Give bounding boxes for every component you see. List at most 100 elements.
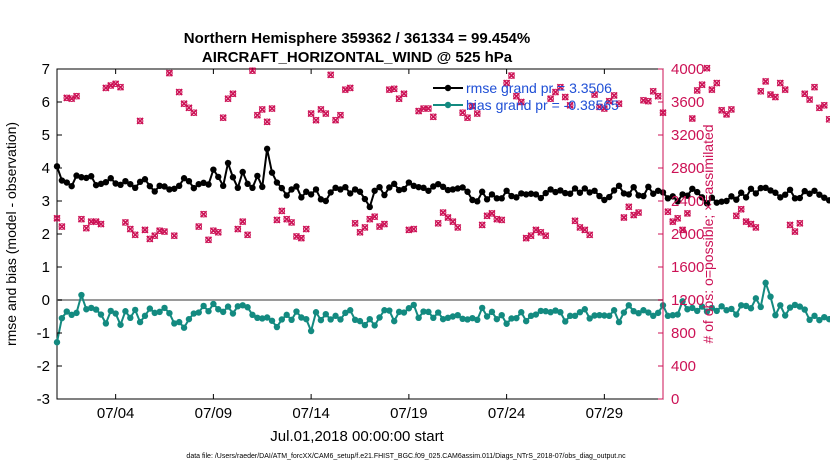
rmse-point: [92, 181, 100, 189]
bias-point: [537, 307, 545, 315]
rmse-point: [434, 180, 442, 188]
bias-point: [610, 307, 618, 314]
obs-assimilated-marker: [796, 219, 804, 227]
obs-possible-marker: [73, 92, 80, 100]
bias-point: [576, 309, 584, 316]
right-y-tick-label: 400: [671, 358, 696, 375]
rmse-point: [327, 189, 334, 196]
obs-assimilated-marker: [371, 213, 379, 221]
bias-point: [801, 306, 808, 313]
obs-count-point: [77, 215, 86, 223]
bias-point: [791, 301, 799, 309]
right-y-tick-label: 800: [671, 325, 696, 342]
obs-possible-marker: [332, 116, 339, 124]
bias-point: [557, 309, 564, 316]
bias-point: [303, 315, 310, 323]
bias-point: [694, 307, 701, 315]
bias-point: [562, 318, 569, 325]
title-line-1: Northern Hemisphere 359362 / 361334 = 99…: [184, 30, 530, 47]
obs-possible-marker: [175, 88, 183, 96]
obs-assimilated-marker: [786, 221, 794, 229]
rmse-point: [215, 173, 222, 181]
bias-point: [283, 311, 290, 319]
obs-assimilated-marker: [478, 221, 486, 229]
obs-possible-marker: [410, 225, 418, 233]
obs-count-point: [473, 109, 481, 118]
bias-point: [503, 320, 510, 327]
obs-assimilated-marker: [160, 227, 169, 236]
rmse-point: [78, 174, 85, 181]
obs-assimilated-marker: [380, 220, 389, 228]
rmse-point: [180, 175, 188, 182]
rmse-point: [713, 199, 720, 206]
rmse-point: [141, 176, 149, 183]
obs-possible-marker: [229, 90, 237, 98]
rmse-point: [151, 188, 158, 195]
bias-point: [356, 317, 364, 325]
bias-point: [518, 309, 525, 316]
rmse-point: [825, 197, 830, 204]
obs-possible-marker: [307, 110, 315, 117]
obs-assimilated-marker: [762, 77, 770, 85]
obs-possible-marker: [615, 100, 623, 107]
rmse-point: [625, 191, 632, 198]
obs-assimilated-marker: [586, 231, 594, 239]
rmse-point: [112, 180, 119, 187]
left-y-tick-label: 2: [42, 226, 50, 243]
left-y-axis: -3 -2 -1 0 1 2 3 4 5 6 7: [37, 61, 62, 408]
rmse-point: [752, 190, 760, 197]
rmse-point: [801, 187, 808, 195]
rmse-point: [210, 166, 217, 173]
bias-point: [361, 321, 369, 329]
rmse-point: [273, 179, 281, 186]
obs-count-point: [674, 214, 682, 222]
rmse-point: [576, 189, 584, 196]
obs-assimilated-marker: [825, 115, 830, 123]
obs-possible-marker: [762, 78, 769, 85]
obs-assimilated-marker: [400, 90, 408, 98]
obs-count-point: [517, 98, 525, 106]
obs-assimilated-marker: [454, 223, 462, 231]
rmse-point: [131, 184, 139, 191]
obs-possible-marker: [811, 83, 818, 91]
obs-assimilated-marker: [776, 79, 784, 87]
obs-count-point: [810, 83, 819, 91]
bias-point: [522, 317, 530, 325]
rmse-point: [53, 163, 61, 170]
bias-point: [88, 304, 95, 312]
obs-assimilated-marker: [229, 90, 237, 98]
left-y-tick-label: 0: [42, 292, 50, 309]
obs-count-point: [776, 79, 784, 87]
obs-assimilated-marker: [97, 220, 105, 228]
rmse-point: [175, 182, 183, 190]
bias-point: [425, 308, 432, 316]
bias-point: [278, 316, 286, 323]
obs-count-point: [146, 235, 154, 243]
obs-possible-marker: [684, 210, 691, 217]
rmse-point: [376, 183, 383, 191]
obs-possible-marker: [351, 219, 359, 227]
rmse-point: [601, 196, 608, 204]
obs-assimilated-marker: [253, 111, 261, 119]
bias-point: [796, 303, 804, 310]
rmse-point: [816, 191, 823, 198]
bias-point: [410, 301, 417, 309]
rmse-point: [430, 183, 437, 190]
obs-assimilated-marker: [693, 86, 701, 95]
rmse-point: [366, 203, 373, 211]
bias-point: [83, 306, 90, 313]
obs-count-point: [488, 209, 496, 217]
obs-assimilated-marker: [351, 219, 359, 227]
rmse-point: [474, 198, 481, 205]
obs-count-point: [351, 219, 359, 227]
bias-point: [273, 323, 281, 331]
right-y-tick-label: 1600: [671, 259, 704, 276]
obs-count-point: [791, 227, 799, 236]
obs-possible-marker: [214, 229, 222, 236]
title-line-2: AIRCRAFT_HORIZONTAL_WIND @ 525 hPa: [202, 49, 513, 66]
rmse-point: [68, 182, 75, 190]
bias-point: [449, 313, 457, 320]
rmse-point: [581, 185, 589, 192]
obs-assimilated-marker: [429, 113, 437, 121]
rmse-point: [391, 180, 398, 188]
